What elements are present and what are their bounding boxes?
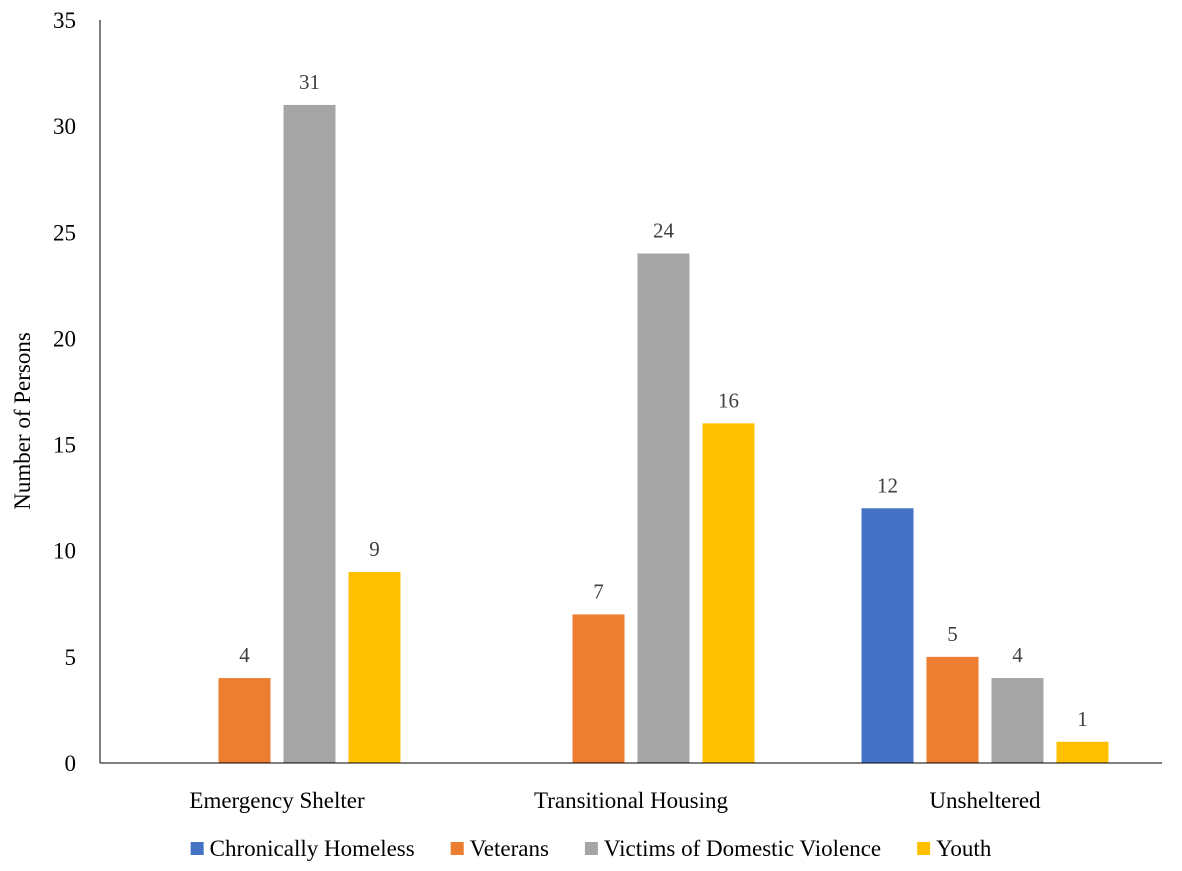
data-labels: 4 31 9 7 24 16 12 5 4 1: [239, 70, 1088, 731]
y-tick-label: 30: [53, 114, 76, 139]
data-label: 24: [653, 219, 675, 243]
data-label: 1: [1077, 707, 1088, 731]
x-tick-label: Unsheltered: [929, 788, 1041, 813]
bar: [637, 253, 690, 763]
legend-item: Veterans: [450, 836, 549, 861]
y-axis-ticks: 0 5 10 15 20 25 30 35: [53, 8, 76, 776]
bar: [926, 656, 979, 763]
data-label: 9: [369, 537, 380, 561]
legend-swatch: [450, 842, 464, 855]
bar: [218, 678, 271, 763]
legend-swatch: [190, 842, 204, 855]
data-label: 31: [299, 70, 320, 94]
data-label: 4: [239, 643, 250, 667]
legend-label: Youth: [936, 836, 992, 861]
x-tick-label: Emergency Shelter: [189, 788, 365, 813]
data-label: 7: [593, 579, 604, 603]
y-tick-label: 10: [53, 539, 76, 564]
legend-label: Veterans: [470, 836, 549, 861]
bar: [702, 423, 755, 763]
x-tick-label: Transitional Housing: [534, 788, 729, 813]
y-tick-label: 5: [65, 645, 77, 670]
legend-item: Chronically Homeless: [190, 836, 415, 861]
bars: [218, 104, 1109, 763]
y-tick-label: 15: [53, 433, 76, 458]
legend-swatch: [917, 842, 931, 855]
y-tick-label: 25: [53, 220, 76, 245]
legend-label: Chronically Homeless: [210, 836, 415, 861]
bar: [991, 678, 1044, 763]
legend-label: Victims of Domestic Violence: [604, 836, 881, 861]
data-label: 16: [718, 388, 739, 412]
bar: [572, 614, 625, 763]
y-axis-label: Number of Persons: [10, 332, 35, 510]
x-axis-ticks: Emergency Shelter Transitional Housing Uns…: [189, 788, 1041, 813]
bar: [348, 571, 401, 763]
y-tick-label: 0: [65, 751, 77, 776]
bar: [861, 508, 914, 763]
bar: [1056, 741, 1109, 763]
bar: [283, 104, 336, 763]
y-tick-label: 35: [53, 8, 76, 33]
y-tick-label: 20: [53, 326, 76, 351]
legend: Chronically Homeless Veterans Victims of D…: [190, 836, 992, 861]
legend-item: Youth: [917, 836, 992, 861]
data-label: 5: [947, 622, 958, 646]
legend-swatch: [584, 842, 598, 855]
data-label: 4: [1012, 643, 1023, 667]
legend-item: Victims of Domestic Violence: [584, 836, 881, 861]
data-label: 12: [877, 473, 898, 497]
